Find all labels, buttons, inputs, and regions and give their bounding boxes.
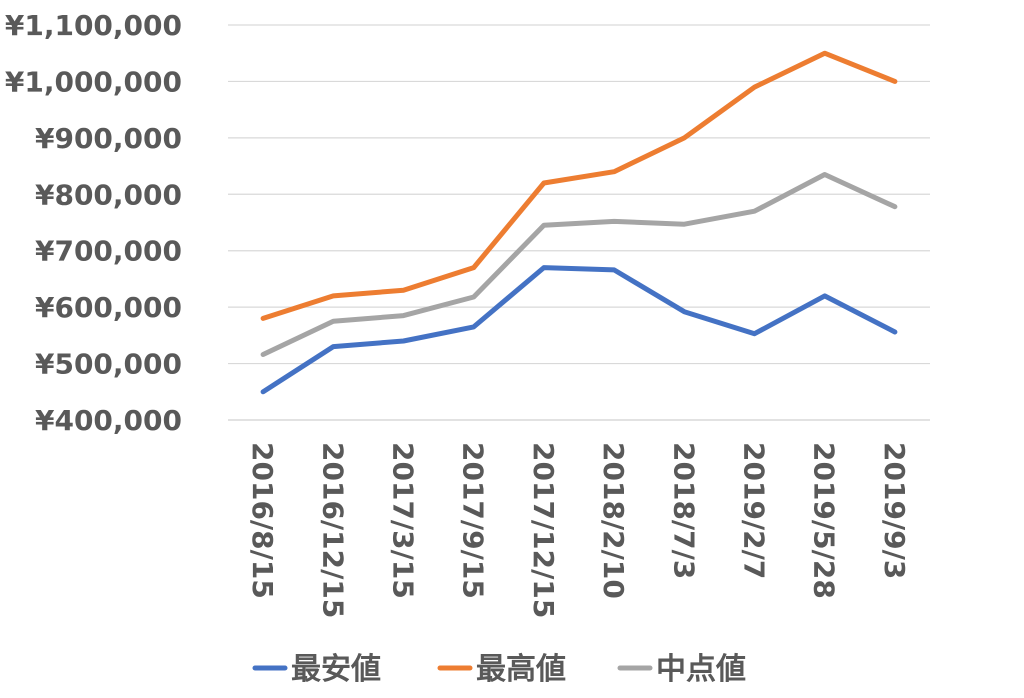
y-tick-label: ¥1,100,000 (5, 9, 182, 42)
gridlines (228, 24, 930, 365)
series-line-0 (260, 265, 898, 395)
legend-label-0: 最安値 (291, 652, 381, 687)
legend: 最安値 最高値 中点値 (252, 652, 746, 687)
x-tick-label: 2017/3/15 (387, 442, 420, 599)
y-tick-label: ¥900,000 (35, 122, 182, 155)
series-line-2 (260, 172, 898, 357)
y-tick-label: ¥700,000 (35, 235, 182, 268)
y-tick-label: ¥600,000 (35, 291, 182, 324)
x-tick-label: 2016/12/15 (316, 442, 349, 618)
y-tick-label: ¥500,000 (35, 348, 182, 381)
x-tick-label: 2018/7/3 (667, 442, 700, 579)
x-tick-label: 2019/9/3 (878, 442, 911, 579)
x-tick-label: 2019/2/7 (738, 442, 771, 579)
y-axis-tick-labels: ¥400,000 ¥500,000 ¥600,000 ¥700,000 ¥800,000… (5, 9, 182, 437)
series-lines (260, 50, 898, 395)
x-tick-label: 2016/8/15 (246, 442, 279, 599)
series-line-1 (260, 50, 898, 321)
y-tick-label: ¥400,000 (35, 404, 182, 437)
x-tick-label: 2018/2/10 (597, 442, 630, 599)
legend-label-2: 中点値 (656, 652, 746, 687)
x-tick-label: 2017/12/15 (527, 442, 560, 618)
y-tick-label: ¥1,000,000 (5, 65, 182, 98)
y-tick-label: ¥800,000 (35, 178, 182, 211)
x-tick-label: 2019/5/28 (808, 442, 841, 599)
x-tick-label: 2017/9/15 (457, 442, 490, 599)
legend-label-1: 最高値 (476, 652, 566, 687)
x-axis-tick-labels: 2016/8/15 2016/12/15 2017/3/15 2017/9/15 201… (246, 442, 911, 618)
